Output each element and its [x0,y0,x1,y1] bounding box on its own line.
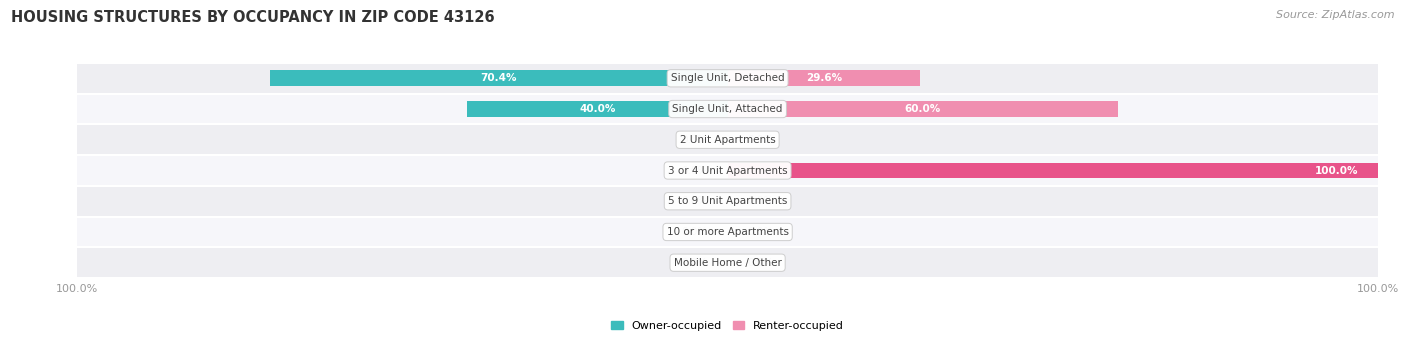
Text: 0.0%: 0.0% [747,135,773,145]
Text: 70.4%: 70.4% [481,73,517,83]
Text: 29.6%: 29.6% [806,73,842,83]
Text: Single Unit, Attached: Single Unit, Attached [672,104,783,114]
Bar [728,101,1118,117]
Text: 5 to 9 Unit Apartments: 5 to 9 Unit Apartments [668,196,787,206]
Bar [467,101,728,117]
Bar [77,186,1378,217]
Text: 10 or more Apartments: 10 or more Apartments [666,227,789,237]
Text: 0.0%: 0.0% [747,258,773,268]
Bar [77,247,1378,278]
Text: 2 Unit Apartments: 2 Unit Apartments [679,135,776,145]
Bar [728,70,920,86]
Bar [77,63,1378,94]
Bar [77,94,1378,124]
Text: 0.0%: 0.0% [682,258,709,268]
Text: 0.0%: 0.0% [682,196,709,206]
Text: 0.0%: 0.0% [682,165,709,176]
Legend: Owner-occupied, Renter-occupied: Owner-occupied, Renter-occupied [607,316,848,335]
Text: 60.0%: 60.0% [904,104,941,114]
Text: Source: ZipAtlas.com: Source: ZipAtlas.com [1277,10,1395,20]
Bar [77,124,1378,155]
Bar [270,70,728,86]
Text: Mobile Home / Other: Mobile Home / Other [673,258,782,268]
Text: 0.0%: 0.0% [682,227,709,237]
Text: Single Unit, Detached: Single Unit, Detached [671,73,785,83]
Text: 0.0%: 0.0% [747,227,773,237]
Text: 0.0%: 0.0% [747,196,773,206]
Bar [728,163,1378,178]
Text: 40.0%: 40.0% [579,104,616,114]
Text: 100.0%: 100.0% [1315,165,1358,176]
Text: HOUSING STRUCTURES BY OCCUPANCY IN ZIP CODE 43126: HOUSING STRUCTURES BY OCCUPANCY IN ZIP C… [11,10,495,25]
Text: 3 or 4 Unit Apartments: 3 or 4 Unit Apartments [668,165,787,176]
Bar [77,155,1378,186]
Text: 0.0%: 0.0% [682,135,709,145]
Bar [77,217,1378,247]
